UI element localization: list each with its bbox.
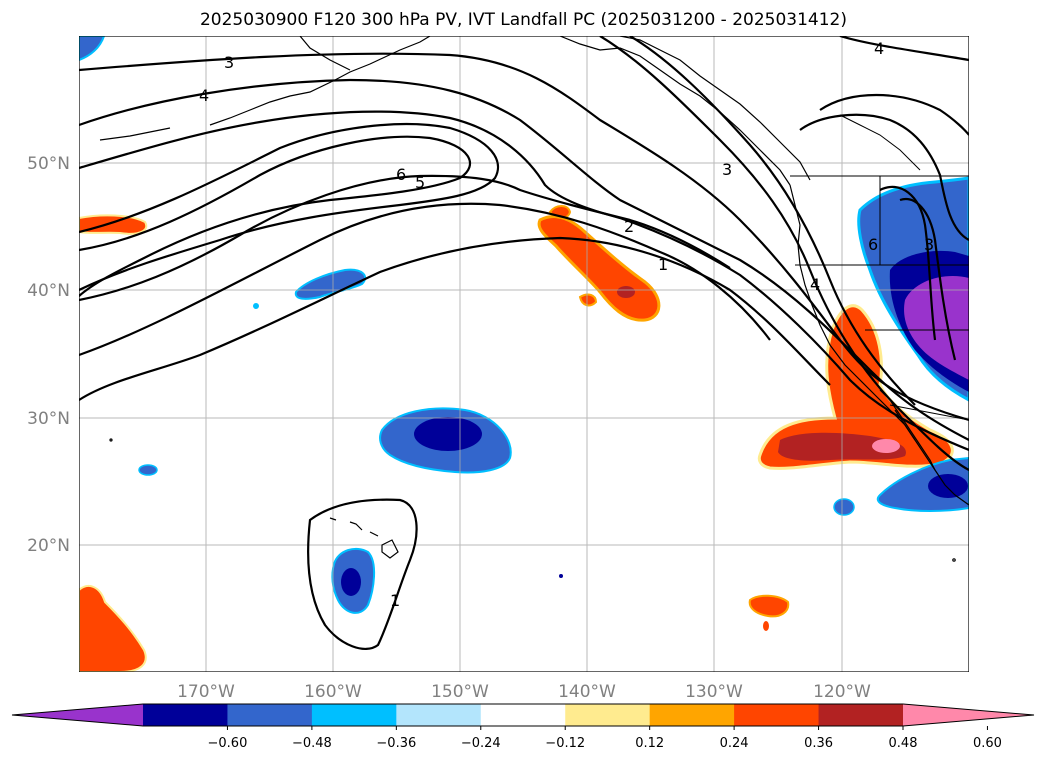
colorbar-segment [818,704,904,726]
colorbar-tick-label: 0.48 [889,736,918,751]
contour-label: 4 [199,86,209,105]
colorbar-segment [649,704,735,726]
colorbar-extension-high [903,704,1034,726]
contour-label: 6 [868,235,878,254]
colorbar-tick-label: −0.24 [461,736,501,751]
lon-label-160w: 160°W [304,682,362,702]
colorbar-tick-label: −0.60 [208,736,248,751]
contour-label: 3 [224,53,234,72]
lon-label-130w: 130°W [685,682,743,702]
figure-title: 2025030900 F120 300 hPa PV, IVT Landfall… [199,10,847,30]
lat-label-20: 20°N [27,536,70,556]
contour-label: 1 [390,591,400,610]
contour-label: 6 [396,165,406,184]
colorbar-segment [143,704,228,726]
colorbar-tick-label: 0.36 [804,736,833,751]
colorbar-tick-label: −0.36 [376,736,416,751]
colorbar: −0.60 −0.48 −0.36 −0.24 −0.12 0.12 0.24 0.36 0.4… [11,703,1035,751]
lon-label-170w: 170°W [177,682,235,702]
contour-label: 4 [874,39,884,58]
colorbar-tick-label: 0.24 [720,736,749,751]
colorbar-extension-low [12,704,143,726]
contour-label: 3 [924,235,934,254]
colorbar-segment [227,704,313,726]
lon-label-150w: 150°W [431,682,489,702]
lat-label-30: 30°N [27,409,70,429]
contour-label: 2 [624,217,634,236]
colorbar-tick-label: 0.12 [635,736,664,751]
colorbar-tick-label: −0.48 [292,736,332,751]
lon-label-120w: 120°W [813,682,871,702]
colorbar-tick-label: 0.60 [973,736,1002,751]
colorbar-segment [734,704,820,726]
lat-label-40: 40°N [27,281,70,301]
lat-label-50: 50°N [27,154,70,174]
lon-label-140w: 140°W [558,682,616,702]
colorbar-segment [480,704,566,726]
latitude-labels: 50°N 40°N 30°N 20°N [27,154,70,556]
colorbar-tick-label: −0.12 [545,736,585,751]
colorbar-outline [11,703,1035,727]
gridlines [79,36,969,672]
longitude-labels: 170°W 160°W 150°W 140°W 130°W 120°W [177,682,871,702]
colorbar-segment [396,704,482,726]
coastlines [99,36,969,562]
colorbar-segment [565,704,651,726]
map-panel: 3 4 6 5 2 1 3 4 6 3 4 1 [79,36,969,672]
contour-labels: 3 4 6 5 2 1 3 4 6 3 4 1 [199,39,934,610]
colorbar-segment [311,704,397,726]
contour-label: 3 [722,160,732,179]
contour-label: 1 [658,255,668,274]
contour-label: 5 [415,173,425,192]
contour-label: 4 [810,275,820,294]
